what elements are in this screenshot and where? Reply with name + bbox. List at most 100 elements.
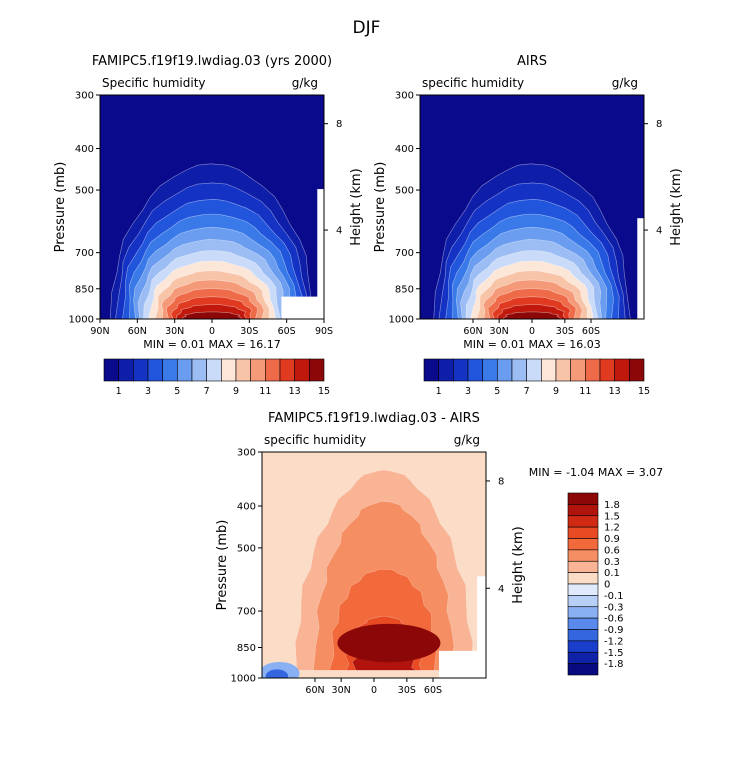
- colorbar-label: 7: [524, 386, 530, 397]
- lat-tick-label: 90N: [90, 326, 109, 337]
- panel-subtitle: specific humidity: [264, 433, 366, 447]
- lat-tick-label: 60N: [305, 685, 324, 696]
- lat-tick-label: 60S: [278, 326, 296, 337]
- colorbar-label: 13: [289, 386, 301, 397]
- colorbar-swatch: [567, 606, 599, 619]
- colorbar-swatch: [453, 358, 469, 382]
- pressure-tick-label: 400: [237, 502, 256, 513]
- colorbar-swatch: [567, 549, 599, 562]
- pressure-tick-label: 400: [395, 144, 414, 155]
- colorbar-label: 9: [233, 386, 239, 397]
- height-tick-label: 8: [498, 476, 504, 487]
- pressure-tick-label: 1000: [69, 315, 94, 326]
- colorbar-label: 1: [116, 386, 122, 397]
- lat-tick-label: 30S: [240, 326, 258, 337]
- pressure-tick-label: 850: [237, 643, 256, 654]
- colorbar-label: -1.8: [604, 659, 624, 670]
- y-axis-label: Pressure (mb): [373, 162, 388, 253]
- stats-text: MIN = 0.01 MAX = 16.17: [143, 338, 280, 351]
- colorbar-swatch: [497, 358, 513, 382]
- y-axis-label: Pressure (mb): [215, 520, 230, 611]
- missing-data: [281, 296, 324, 319]
- lat-tick-label: 30S: [398, 685, 416, 696]
- colorbar-label: 7: [204, 386, 210, 397]
- contour-level: [501, 311, 563, 319]
- colorbar-swatch: [567, 651, 599, 664]
- lat-tick-label: 30S: [556, 326, 574, 337]
- colorbar-swatch: [614, 358, 630, 382]
- colorbar-label: 1.8: [604, 500, 620, 511]
- colorbar-label: 3: [465, 386, 471, 397]
- pressure-tick-label: 300: [395, 91, 414, 102]
- colorbar-swatch: [467, 358, 483, 382]
- colorbar-label: 5: [174, 386, 180, 397]
- lat-tick-label: 0: [371, 685, 377, 696]
- y-axis-label: Pressure (mb): [53, 162, 68, 253]
- pressure-tick-label: 850: [75, 284, 94, 295]
- colorbar-label: 3: [145, 386, 151, 397]
- stats-text: MIN = 0.01 MAX = 16.03: [463, 338, 600, 351]
- colorbar-swatch: [585, 358, 601, 382]
- colorbar-swatch: [567, 663, 599, 676]
- panel-units: g/kg: [292, 76, 318, 90]
- contour-field: [262, 452, 486, 678]
- height-tick-label: 4: [656, 226, 662, 237]
- colorbar-swatch: [235, 358, 251, 382]
- colorbar-swatch: [206, 358, 222, 382]
- colorbar-swatch: [567, 640, 599, 653]
- panel-title: FAMIPC5.f19f19.lwdiag.03 (yrs 2000): [92, 54, 332, 69]
- contour-maximum: [337, 623, 441, 663]
- colorbar-swatch: [221, 358, 237, 382]
- colorbar-swatch: [279, 358, 295, 382]
- lat-tick-label: 0: [529, 326, 535, 337]
- colorbar-swatch: [103, 358, 119, 382]
- colorbar-label: -0.1: [604, 591, 624, 602]
- colorbar-label: 0.6: [604, 545, 620, 556]
- colorbar-label: 0.1: [604, 568, 620, 579]
- colorbar-label: -0.9: [604, 625, 624, 636]
- lat-tick-label: 60N: [128, 326, 147, 337]
- colorbar-label: 15: [638, 386, 650, 397]
- colorbar-swatch: [567, 560, 599, 573]
- contour-level: [180, 311, 244, 319]
- colorbar-label: 9: [553, 386, 559, 397]
- colorbar-swatch: [250, 358, 266, 382]
- lat-tick-label: 60S: [582, 326, 600, 337]
- colorbar-label: 1.5: [604, 511, 620, 522]
- colorbar-swatch: [294, 358, 310, 382]
- height-tick-label: 8: [656, 119, 662, 130]
- height-tick-label: 4: [498, 584, 504, 595]
- colorbar-swatch: [599, 358, 615, 382]
- colorbar-swatch: [423, 358, 439, 382]
- colorbar-label: 0.3: [604, 557, 620, 568]
- colorbar-swatch: [567, 526, 599, 539]
- lat-tick-label: 60S: [424, 685, 442, 696]
- colorbar-swatch: [162, 358, 178, 382]
- stats-text: MIN = -1.04 MAX = 3.07: [529, 466, 663, 479]
- lat-tick-label: 30N: [165, 326, 184, 337]
- lat-tick-label: 30N: [490, 326, 509, 337]
- lat-tick-label: 60N: [463, 326, 482, 337]
- missing-data: [637, 218, 644, 319]
- pressure-tick-label: 300: [237, 448, 256, 459]
- pressure-tick-label: 700: [75, 248, 94, 259]
- colorbar-swatch: [567, 572, 599, 585]
- panel-title: FAMIPC5.f19f19.lwdiag.03 - AIRS: [268, 411, 480, 426]
- missing-data: [438, 650, 486, 678]
- page-title: DJF: [352, 18, 381, 38]
- pressure-tick-label: 850: [395, 284, 414, 295]
- colorbar-label: 1: [436, 386, 442, 397]
- panel-title: AIRS: [517, 54, 547, 69]
- colorbar-label: 0.9: [604, 534, 620, 545]
- lat-tick-label: 90S: [315, 326, 333, 337]
- pressure-tick-label: 400: [75, 144, 94, 155]
- colorbar-swatch: [567, 515, 599, 528]
- panel-units: g/kg: [612, 76, 638, 90]
- colorbar-swatch: [567, 538, 599, 551]
- colorbar-swatch: [567, 629, 599, 642]
- colorbar-swatch: [265, 358, 281, 382]
- panel-units: g/kg: [454, 433, 480, 447]
- pressure-tick-label: 700: [237, 607, 256, 618]
- lat-tick-label: 30N: [332, 685, 351, 696]
